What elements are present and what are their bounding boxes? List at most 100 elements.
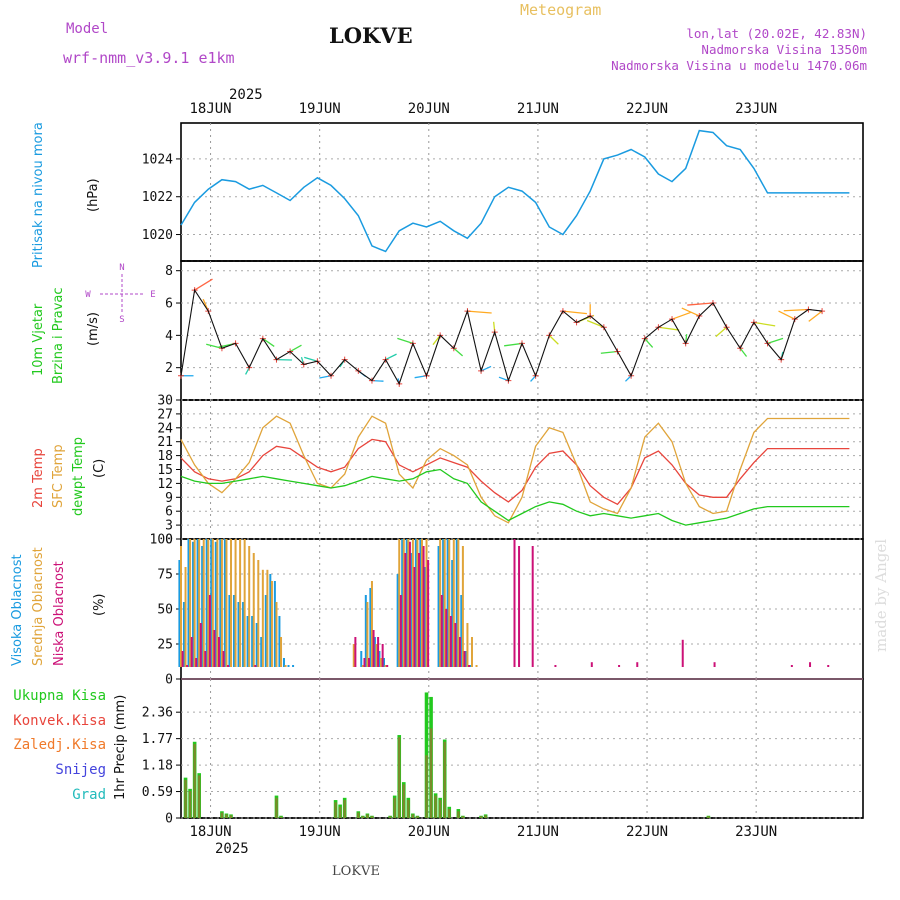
cloud-bar	[232, 595, 235, 667]
cloud-bar	[531, 546, 534, 667]
lonlat: lon,lat (20.02E, 42.83N)	[686, 26, 867, 41]
cloud-bar	[380, 658, 383, 667]
cloud-bar	[461, 546, 464, 667]
cloud-bar	[192, 541, 195, 667]
precip-bar	[370, 816, 374, 818]
cloud-bar	[178, 560, 181, 667]
cloud-bar	[466, 623, 469, 667]
cloud-bar	[439, 539, 442, 667]
footer-station: LOKVE	[332, 864, 380, 879]
temp-series-line	[180, 438, 850, 506]
temp-unit: (C)	[92, 459, 107, 478]
cloud-bar	[378, 651, 381, 667]
cloud-bar	[437, 546, 440, 667]
cloud-bar	[239, 539, 242, 667]
wind-arrow	[783, 308, 809, 312]
y-tick-label: 0	[165, 533, 173, 548]
cloud-bar	[451, 560, 454, 667]
wind-arrow	[432, 334, 441, 346]
wind-arrow	[467, 310, 492, 314]
top-day-label: 23JUN	[735, 101, 777, 117]
cloud-bar	[404, 553, 407, 667]
precip-bar	[225, 814, 228, 818]
cloud-bar	[280, 637, 283, 667]
precip-bar	[357, 812, 360, 818]
cloud-bar	[202, 539, 205, 667]
cloud-bar	[273, 581, 276, 667]
high-cloud-ylabel: Visoka Oblacnost	[10, 554, 25, 666]
y-tick-label: 1024	[142, 152, 173, 167]
cloud-bar	[463, 651, 466, 667]
precip-bar	[343, 800, 346, 818]
legend-frozen-precip: Zaledj.Kisa	[13, 737, 106, 753]
top-day-label: 18JUN	[189, 101, 231, 117]
legend-snow: Snijeg	[55, 762, 106, 778]
wind-arrow	[262, 338, 275, 347]
wind-arrow	[289, 344, 302, 353]
cloud-bar	[446, 539, 449, 667]
cloud-bar	[399, 595, 402, 667]
precip-bar	[366, 814, 369, 818]
precip-bar	[484, 815, 487, 818]
cloud-bar	[366, 602, 369, 667]
cloud-bar	[407, 539, 410, 667]
cloud-bar	[207, 539, 210, 667]
bottom-day-label: 23JUN	[735, 824, 777, 840]
model-label: Model	[66, 21, 108, 37]
y-tick-label: 6	[165, 297, 173, 312]
cloud-bar	[372, 630, 375, 667]
wind-arrow	[808, 310, 823, 322]
cloud-bar	[425, 539, 428, 667]
compass-south: S	[119, 315, 124, 325]
wind-ylabel2: Brzina i Pravac	[51, 287, 66, 384]
cloud-bar	[278, 616, 281, 667]
cloud-bar	[361, 665, 364, 667]
wind-ylabel: 10m Vjetar	[31, 303, 46, 376]
cloud-bar	[275, 602, 278, 667]
cloud-bar	[352, 644, 355, 667]
cloud-bar	[246, 616, 249, 667]
cloud-bar	[405, 539, 408, 667]
precip-bar	[425, 755, 428, 818]
y-tick-label: 18	[157, 449, 173, 464]
y-tick-label: 1.18	[142, 759, 173, 774]
panel-frame	[180, 260, 864, 401]
temp2m-ylabel: 2m Temp	[31, 448, 46, 508]
precip-bar	[361, 816, 365, 818]
bottom-day-label: 22JUN	[626, 824, 668, 840]
cloud-bar	[211, 539, 214, 667]
y-tick-label: 9	[165, 491, 173, 506]
wind-arrow	[397, 337, 414, 345]
cloud-bar	[454, 623, 457, 667]
y-tick-label: 50	[157, 603, 173, 618]
cloud-bar	[193, 539, 196, 667]
precip-bar	[188, 791, 192, 818]
pressure-unit: (hPa)	[86, 178, 101, 212]
wind-arrow	[480, 365, 492, 372]
bottom-day-label: 18JUN	[189, 824, 231, 840]
precip-bar	[429, 728, 433, 818]
cloud-bar	[364, 595, 367, 667]
precip-bar	[411, 814, 415, 818]
precip-bar	[197, 775, 201, 818]
top-day-label: 22JUN	[626, 101, 668, 117]
y-tick-label: 8	[165, 264, 173, 279]
cloud-bar	[180, 546, 182, 667]
temp-series-line	[180, 468, 850, 526]
cloud-bar	[518, 546, 521, 667]
bottom-day-label: 20JUN	[408, 824, 450, 840]
cloud-bar	[368, 658, 371, 667]
top-day-label: 20JUN	[408, 101, 450, 117]
y-tick-label: 2	[165, 361, 173, 376]
wind-speed-line	[180, 288, 823, 386]
precip-bar	[393, 797, 396, 818]
top-day-label: 21JUN	[517, 101, 559, 117]
top-day-label: 19JUN	[299, 101, 341, 117]
y-tick-label: 4	[165, 329, 173, 344]
precip-bar	[398, 737, 401, 818]
cloud-bar	[369, 588, 372, 667]
bottom-year: 2025	[215, 841, 249, 857]
cloud-bar	[408, 541, 411, 667]
precip-bar	[184, 779, 187, 818]
